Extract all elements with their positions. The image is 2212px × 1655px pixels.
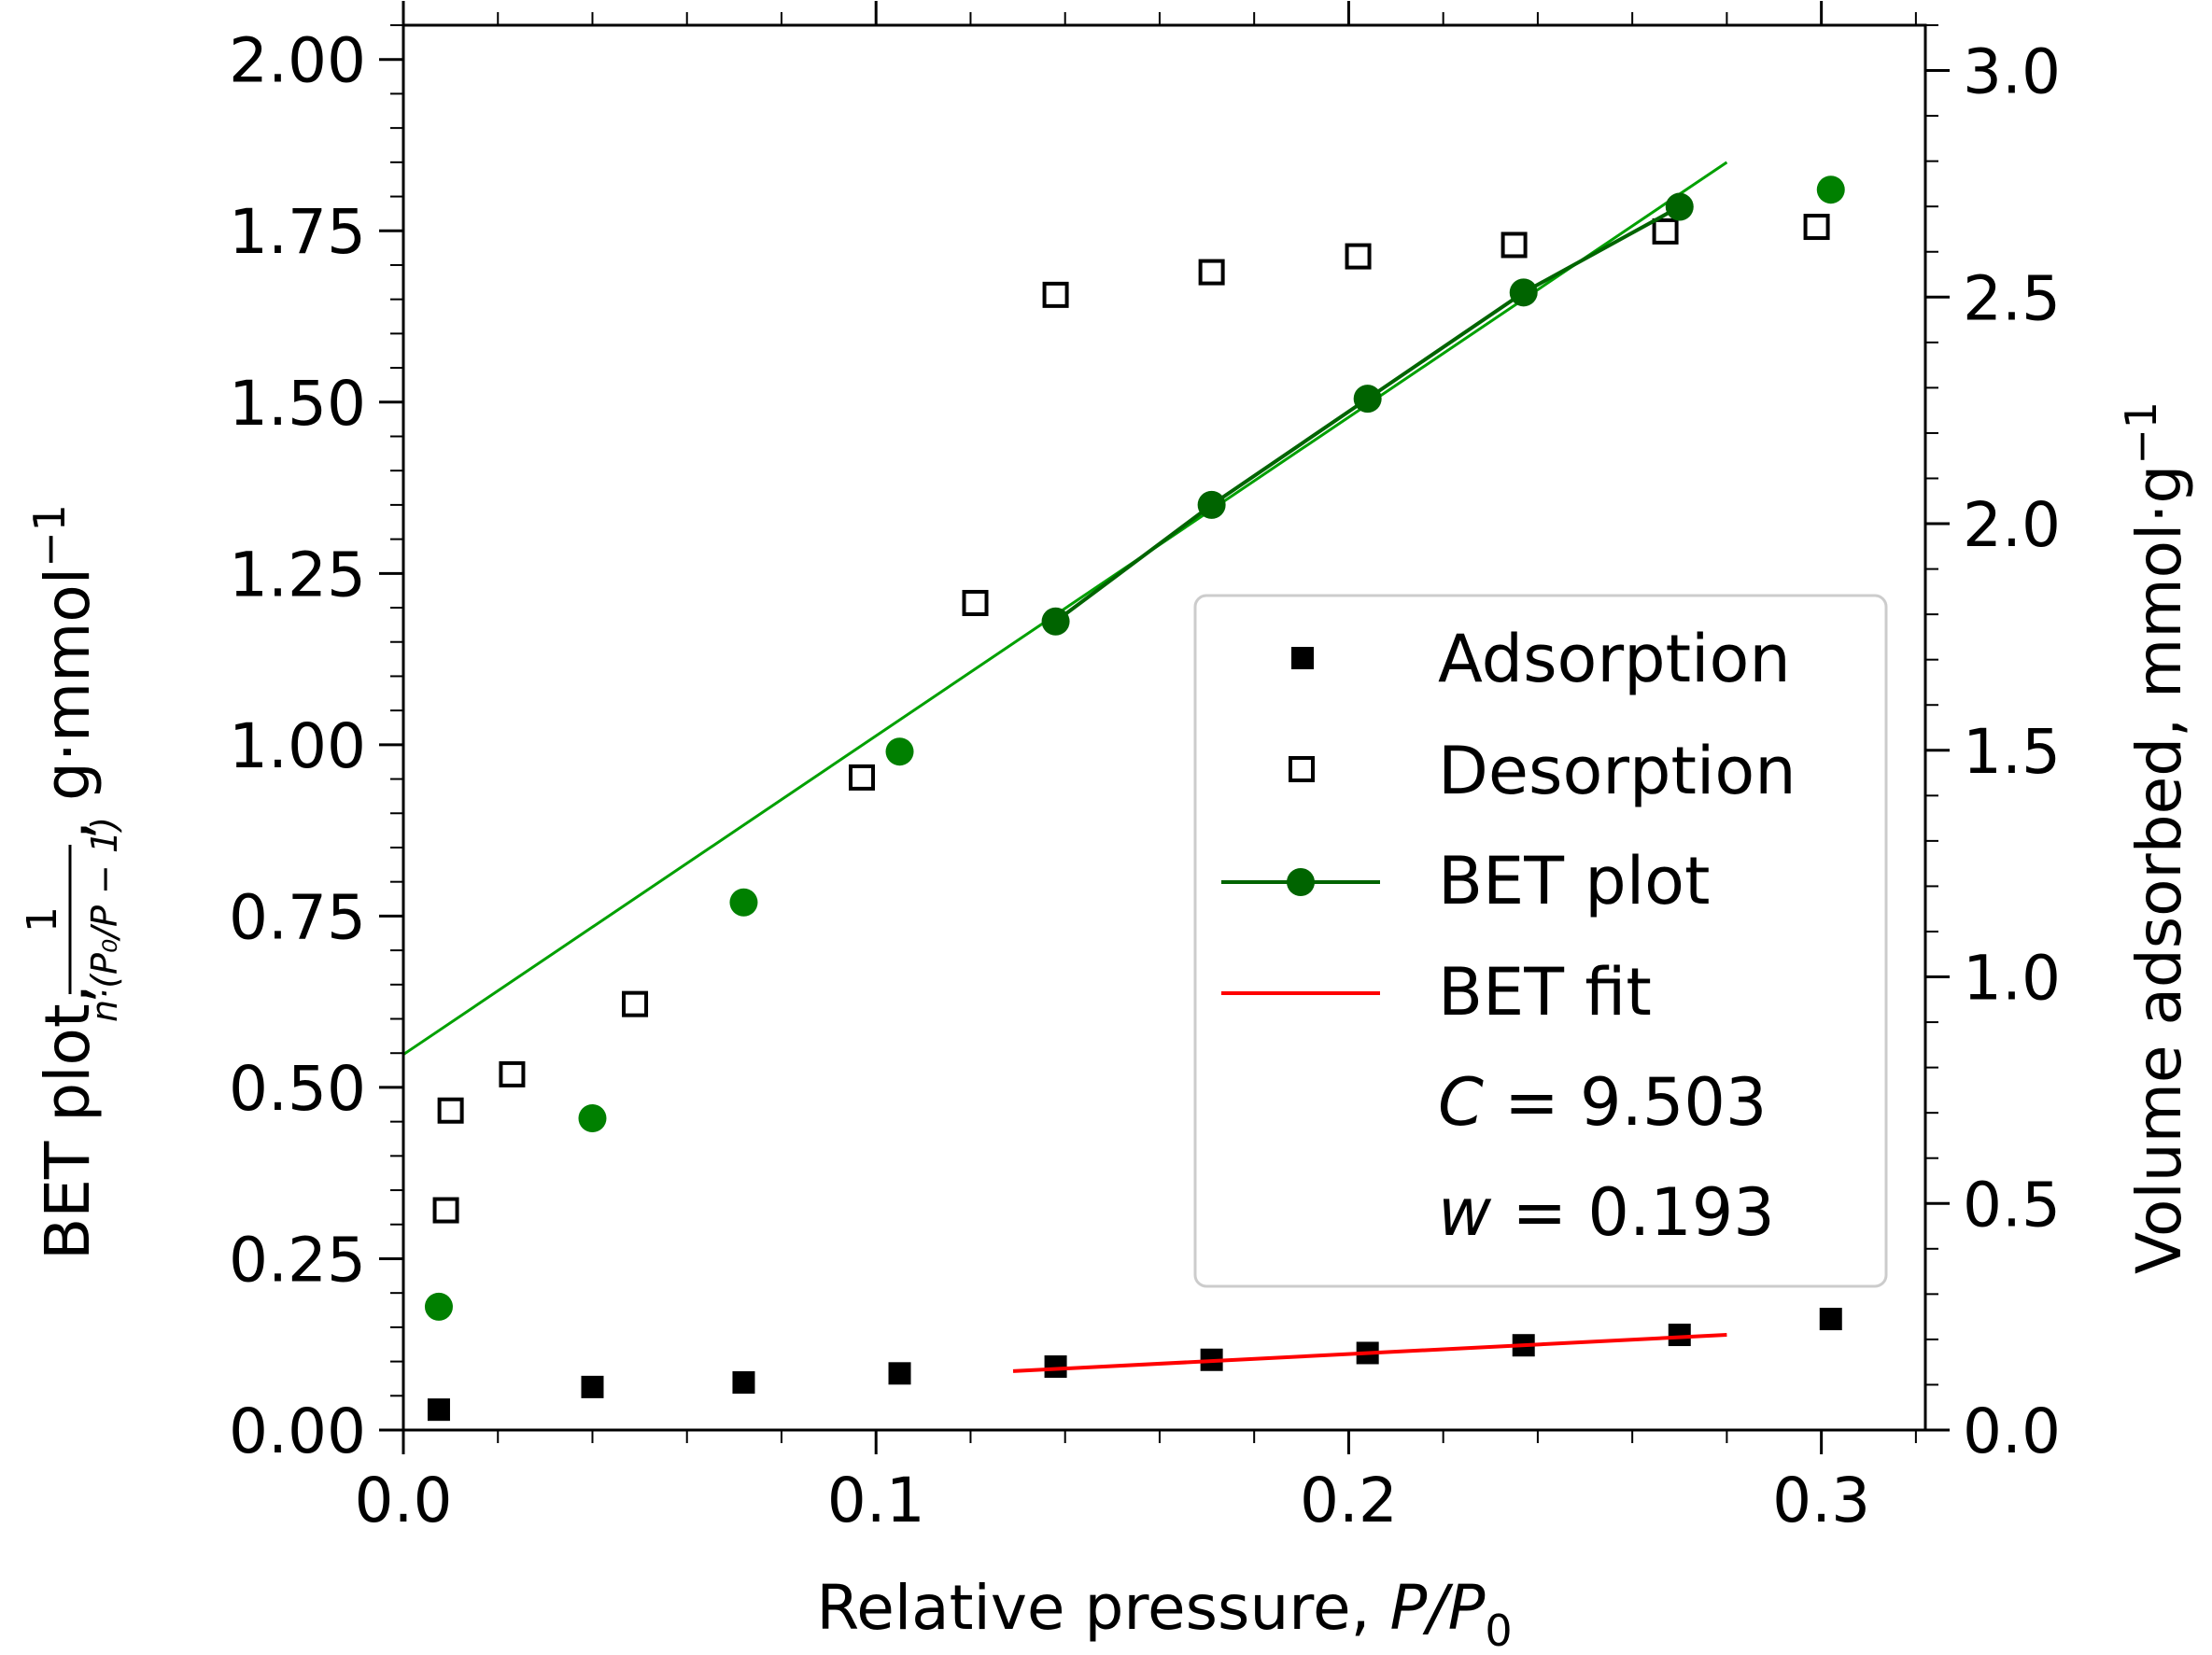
y-right-tick-label: 3.0 (1963, 36, 2061, 108)
legend: Adsorption Desorption BET plot BET fit C… (1193, 594, 1888, 1288)
y-left-axis-label: BET plot, 1 n·(P₀/P − 1) , g·mmol−1 (19, 504, 125, 1260)
adsorption-point (732, 1371, 755, 1395)
y-left-tick-label: 0.25 (229, 1224, 366, 1296)
desorption-point (962, 589, 989, 616)
bet-plot-point (1816, 175, 1845, 204)
y-right-tick-label: 1.5 (1963, 716, 2061, 788)
legend-adsorption-marker (1291, 647, 1314, 669)
adsorption-point (1668, 1324, 1691, 1347)
adsorption-point (888, 1362, 911, 1385)
x-tick-label: 0.1 (827, 1465, 925, 1536)
bet-plot-point (1353, 385, 1382, 414)
plot-frame (402, 23, 1927, 1432)
y-left-label-frac-num: 1 (19, 906, 66, 933)
desorption-point (1500, 231, 1528, 259)
y-right-tick-label: 2.0 (1963, 489, 2061, 561)
legend-c-value: C = 9.503 (1438, 1064, 1767, 1141)
desorption-point (437, 1097, 464, 1124)
adsorption-point (427, 1398, 450, 1422)
desorption-point (1803, 214, 1830, 241)
bet-plot-point (1197, 490, 1226, 519)
desorption-point (432, 1197, 459, 1224)
x-tick-label: 0.3 (1772, 1465, 1870, 1536)
y-left-label-unit: , g·mmol−1 (24, 504, 104, 840)
bet-fit-extended-line (402, 161, 1728, 1056)
bet-plot-point (578, 1103, 607, 1132)
legend-bet-plot-marker (1287, 868, 1315, 896)
desorption-point (1345, 243, 1372, 270)
y-left-tick-label: 1.00 (229, 710, 366, 782)
desorption-point (1652, 217, 1679, 245)
y-left-tick-label: 1.50 (229, 368, 366, 440)
y-left-label-prefix: BET plot, (32, 984, 104, 1260)
y-right-tick-label: 0.0 (1963, 1396, 2061, 1467)
desorption-point (1198, 259, 1225, 286)
y-right-tick-label: 2.5 (1963, 262, 2061, 334)
legend-box (1193, 594, 1888, 1288)
svg-text:Volume adsorbed, mmol·g−1: Volume adsorbed, mmol·g−1 (2116, 401, 2195, 1274)
axis-ticks: 0.0 0.1 0.2 0.30.000.250.500.751.001.251.50… (229, 1, 2061, 1536)
legend-desorption-marker (1289, 756, 1315, 782)
bet-plot-point (424, 1292, 453, 1321)
bet-plot-point (729, 888, 758, 917)
y-left-tick-label: 1.75 (229, 196, 366, 268)
bet-plot-point (885, 737, 914, 766)
legend-bet-fit-label: BET fit (1438, 954, 1652, 1031)
x-tick-label: 0.2 (1300, 1465, 1398, 1536)
y-right-axis-label: Volume adsorbed, mmol·g−1 (2116, 401, 2195, 1274)
desorption-point (849, 764, 876, 791)
x-tick-label: 0.0 (355, 1465, 453, 1536)
adsorption-point (581, 1375, 604, 1398)
x-axis-label: Relative pressure, P/P0 (816, 1572, 1512, 1655)
y-left-tick-label: 1.25 (229, 539, 366, 610)
plot-marks (402, 161, 1845, 1422)
bet-plot-point (1665, 192, 1694, 221)
legend-desorption-label: Desorption (1438, 733, 1796, 809)
y-right-tick-label: 0.5 (1963, 1169, 2061, 1241)
bet-plot-point (1509, 278, 1538, 307)
legend-bet-plot-label: BET plot (1438, 843, 1710, 919)
y-left-tick-label: 0.50 (229, 1053, 366, 1125)
legend-adsorption-label: Adsorption (1438, 621, 1791, 697)
desorption-point (499, 1060, 526, 1087)
y-left-tick-label: 0.00 (229, 1396, 366, 1467)
bet-plot-point (1041, 607, 1070, 636)
y-left-tick-label: 0.75 (229, 881, 366, 953)
bet-fit-line (1012, 1333, 1727, 1373)
desorption-point (1042, 281, 1069, 308)
desorption-point (622, 990, 649, 1017)
y-left-tick-label: 2.00 (229, 25, 366, 97)
y-right-tick-label: 1.0 (1963, 943, 2061, 1015)
legend-w-value: w = 0.193 (1438, 1174, 1775, 1251)
adsorption-point (1044, 1355, 1067, 1379)
y-left-label-frac-den: n·(P₀/P − 1) (84, 817, 125, 1022)
adsorption-point (1819, 1308, 1842, 1331)
